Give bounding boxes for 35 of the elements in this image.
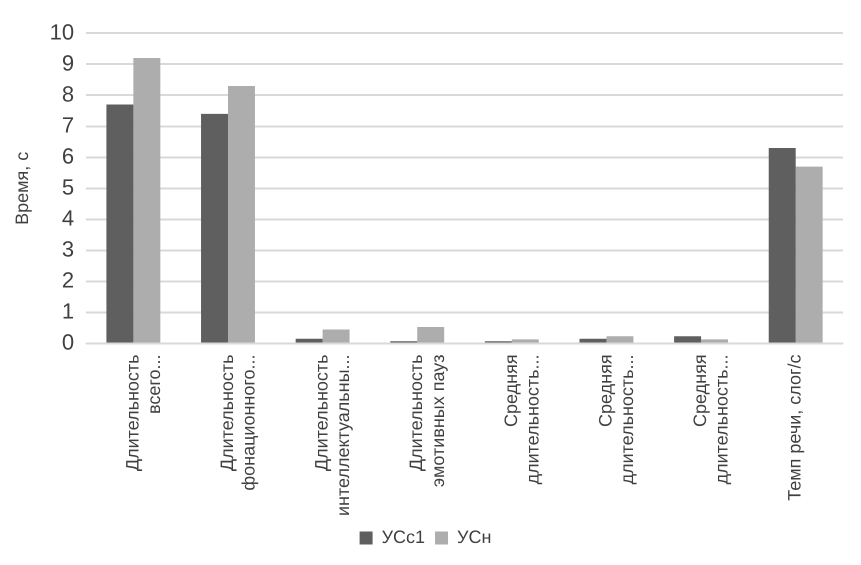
- y-tick-label: 7: [62, 112, 74, 138]
- x-tick-label: Длительность интеллектуальны...: [312, 354, 354, 516]
- x-tick-label: Средняя длительность...: [595, 354, 638, 484]
- y-tick-label: 0: [62, 330, 74, 354]
- y-tick-label: 6: [62, 143, 74, 168]
- y-tick-label: 8: [62, 81, 74, 106]
- y-tick-label: 4: [62, 205, 74, 230]
- y-tick-label: 5: [62, 174, 74, 200]
- y-tick-label: 3: [62, 236, 74, 262]
- bar: [579, 338, 606, 342]
- bar: [322, 329, 350, 342]
- y-tick-label: 1: [62, 298, 74, 324]
- bar: [768, 148, 796, 342]
- bar: [106, 104, 134, 342]
- y-tick-label: 2: [62, 267, 74, 292]
- bar: [796, 166, 823, 342]
- bar: [228, 86, 255, 342]
- legend-label: УСс1: [382, 526, 426, 547]
- bar: [201, 114, 228, 342]
- y-axis-title: Время, с: [12, 152, 32, 225]
- bar: [417, 326, 444, 342]
- y-tick-label: 10: [50, 19, 74, 44]
- bar: [701, 339, 728, 342]
- y-tick-label: 9: [62, 50, 74, 76]
- bar: [674, 336, 702, 342]
- x-tick-label: Темп речи, слог/с: [784, 354, 805, 501]
- x-tick-label: Длительность всего...: [122, 354, 164, 472]
- legend-label: УСн: [457, 526, 492, 547]
- bar: [296, 338, 323, 342]
- x-tick-label: Средняя длительность...: [500, 354, 542, 484]
- bar: [512, 339, 539, 342]
- x-tick-label: Длительность фонационного...: [216, 354, 259, 491]
- bar: [606, 336, 634, 342]
- x-tick-label: Средняя длительность...: [690, 354, 732, 484]
- bar: [133, 58, 160, 342]
